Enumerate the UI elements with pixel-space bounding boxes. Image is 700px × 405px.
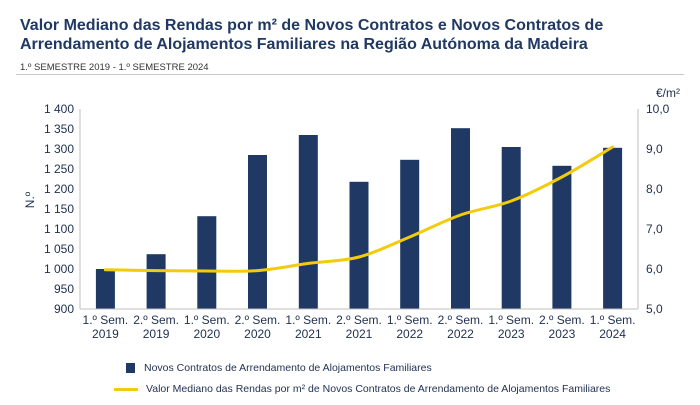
line-point-2 <box>206 270 208 272</box>
y-left-tick-label: 1 100 <box>44 222 74 236</box>
legend-item-bars: Novos Contratos de Arrendamento de Aloja… <box>126 362 432 374</box>
x-tick-label-4: 1.º Sem. 2021 <box>285 313 331 341</box>
y-left-tick-label: 1 150 <box>44 202 74 216</box>
line-point-3 <box>256 269 259 272</box>
line-layer <box>103 145 615 273</box>
line-point-5 <box>358 256 360 258</box>
bar-0 <box>95 269 115 309</box>
y-left-tick-label: 1 400 <box>44 102 74 116</box>
y-right-tick-label: 5,0 <box>646 302 663 316</box>
bar-6 <box>400 159 420 309</box>
bar-8 <box>501 147 521 309</box>
legend-swatch-line <box>114 387 138 391</box>
y-left-tick-label: 900 <box>54 302 74 316</box>
x-tick-label-9: 2.º Sem. 2023 <box>539 313 585 341</box>
bars-layer <box>95 128 623 309</box>
y-left-tick-label: 1 350 <box>44 122 74 136</box>
x-tick-label-7: 2.º Sem. 2022 <box>438 313 484 341</box>
line-point-0 <box>104 269 107 271</box>
y-right-axis-label: €/m² <box>656 86 680 100</box>
bar-2 <box>197 216 217 309</box>
bar-7 <box>451 128 470 309</box>
line-point-4 <box>307 262 310 265</box>
x-tick-label-8: 1.º Sem. 2023 <box>488 313 534 341</box>
bar-9 <box>552 165 572 309</box>
line-point-9 <box>561 176 563 178</box>
bar-4 <box>298 135 318 309</box>
y-left-tick-label: 950 <box>54 282 74 296</box>
legend-label-line: Valor Mediano das Rendas por m² de Novos… <box>146 383 611 395</box>
y-right-tick-label: 7,0 <box>646 222 663 236</box>
y-left-tick-label: 1 250 <box>44 162 74 176</box>
chart-subtitle: 1.º SEMESTRE 2019 - 1.º SEMESTRE 2024 <box>20 62 209 73</box>
y-left-tick-label: 1 200 <box>44 182 74 196</box>
legend-label-bars: Novos Contratos de Arrendamento de Aloja… <box>144 362 432 374</box>
axes-layer: 900 950 1 000 1 050 1 100 1 150 1 200 1 250 1 30… <box>44 102 670 341</box>
title-divider <box>16 74 684 75</box>
y-left-tick-label: 1 000 <box>44 262 74 276</box>
x-tick-label-0: 1.º Sem. 2019 <box>83 313 129 341</box>
y-left-tick-label: 1 050 <box>44 242 74 256</box>
y-right-tick-label: 9,0 <box>646 142 663 156</box>
y-left-tick-label: 1 300 <box>44 142 74 156</box>
line-point-6 <box>408 236 411 238</box>
line-point-10 <box>611 146 614 148</box>
bar-3 <box>248 155 267 309</box>
y-right-tick-label: 8,0 <box>646 182 663 196</box>
y-right-tick-label: 10,0 <box>646 102 670 116</box>
y-right-tick-label: 6,0 <box>646 262 663 276</box>
chart-title: Valor Mediano das Rendas por m² de Novos… <box>20 17 604 53</box>
y-left-axis-label: N.º <box>23 191 37 208</box>
x-tick-label-5: 2.º Sem. 2021 <box>336 313 382 341</box>
x-tick-label-6: 1.º Sem. 2022 <box>387 313 433 341</box>
legend-item-line: Valor Mediano das Rendas por m² de Novos… <box>114 383 611 395</box>
x-tick-label-2: 1.º Sem. 2020 <box>184 313 230 341</box>
bar-10 <box>603 147 623 309</box>
bar-1 <box>146 254 166 309</box>
x-tick-label-10: 1.º Sem. 2024 <box>590 313 636 341</box>
line-point-7 <box>459 214 462 216</box>
x-tick-label-3: 2.º Sem. 2020 <box>235 313 281 341</box>
x-tick-label-1: 2.º Sem. 2019 <box>133 313 179 341</box>
legend-swatch-bar <box>126 363 135 373</box>
bar-5 <box>349 181 369 309</box>
line-point-8 <box>510 200 512 202</box>
line-point-1 <box>155 269 157 272</box>
